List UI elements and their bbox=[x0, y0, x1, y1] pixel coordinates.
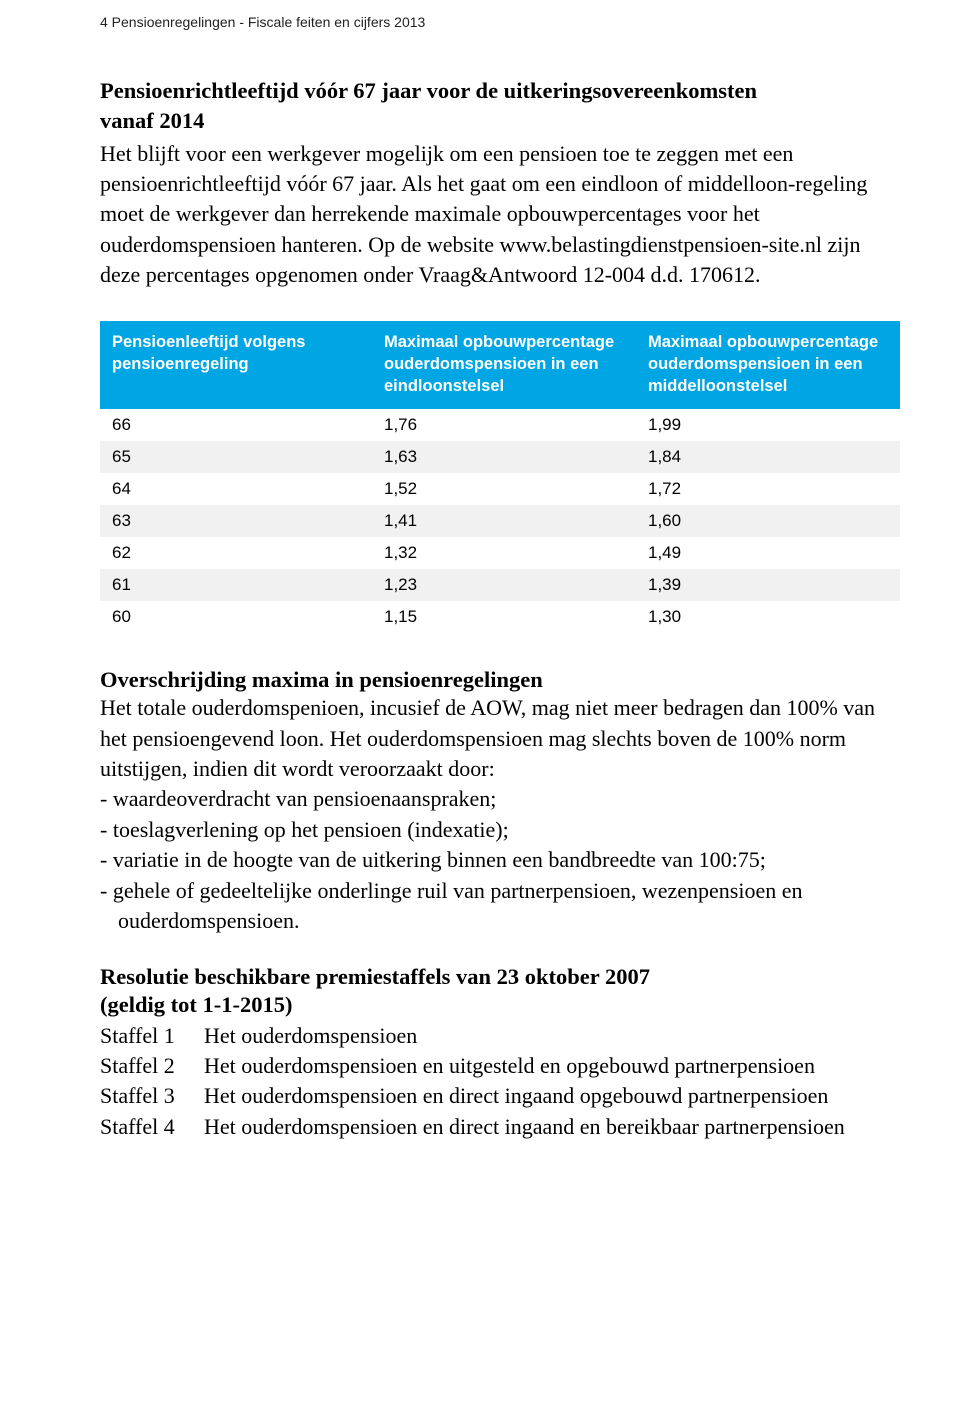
section1-title-line2: vanaf 2014 bbox=[100, 106, 900, 136]
table-cell: 1,39 bbox=[636, 569, 900, 601]
table-cell: 60 bbox=[100, 601, 372, 633]
table-cell: 1,49 bbox=[636, 537, 900, 569]
page: 4 Pensioenregelingen - Fiscale feiten en… bbox=[0, 0, 960, 1182]
table-cell: 64 bbox=[100, 473, 372, 505]
table-cell: 1,30 bbox=[636, 601, 900, 633]
staffel-row: Staffel 4Het ouderdomspensioen en direct… bbox=[100, 1112, 845, 1142]
table-cell: 1,76 bbox=[372, 409, 636, 441]
pension-table-body: 661,761,99651,631,84641,521,72631,411,60… bbox=[100, 409, 900, 633]
staffel-text: Het ouderdomspensioen bbox=[204, 1021, 845, 1051]
table-cell: 1,41 bbox=[372, 505, 636, 537]
table-cell: 66 bbox=[100, 409, 372, 441]
staffel-label: Staffel 1 bbox=[100, 1021, 204, 1051]
list-item: - waardeoverdracht van pensioenaansprake… bbox=[100, 784, 900, 814]
pension-table: Pensioenleeftijd volgens pensioenregelin… bbox=[100, 321, 900, 634]
staffel-label: Staffel 4 bbox=[100, 1112, 204, 1142]
staffel-row: Staffel 2Het ouderdomspensioen en uitges… bbox=[100, 1051, 845, 1081]
table-cell: 1,84 bbox=[636, 441, 900, 473]
table-cell: 1,60 bbox=[636, 505, 900, 537]
table-row: 631,411,60 bbox=[100, 505, 900, 537]
table-cell: 1,32 bbox=[372, 537, 636, 569]
list-item: - gehele of gedeeltelijke onderlinge rui… bbox=[100, 876, 900, 937]
table-cell: 61 bbox=[100, 569, 372, 601]
section3-title-line1: Resolutie beschikbare premiestaffels van… bbox=[100, 964, 900, 990]
table-cell: 1,23 bbox=[372, 569, 636, 601]
table-row: 661,761,99 bbox=[100, 409, 900, 441]
section1-paragraph: Het blijft voor een werkgever mogelijk o… bbox=[100, 139, 900, 291]
table-row: 641,521,72 bbox=[100, 473, 900, 505]
table-row: 651,631,84 bbox=[100, 441, 900, 473]
staffel-row: Staffel 3Het ouderdomspensioen en direct… bbox=[100, 1081, 845, 1111]
staffel-text: Het ouderdomspensioen en uitgesteld en o… bbox=[204, 1051, 845, 1081]
table-cell: 65 bbox=[100, 441, 372, 473]
staffel-table: Staffel 1Het ouderdomspensioenStaffel 2H… bbox=[100, 1021, 845, 1142]
staffel-text: Het ouderdomspensioen en direct ingaand … bbox=[204, 1081, 845, 1111]
table-cell: 1,63 bbox=[372, 441, 636, 473]
staffel-row: Staffel 1Het ouderdomspensioen bbox=[100, 1021, 845, 1051]
list-item: - toeslagverlening op het pensioen (inde… bbox=[100, 815, 900, 845]
table-cell: 1,15 bbox=[372, 601, 636, 633]
table-header-row: Pensioenleeftijd volgens pensioenregelin… bbox=[100, 321, 900, 410]
table-row: 621,321,49 bbox=[100, 537, 900, 569]
table-cell: 63 bbox=[100, 505, 372, 537]
section2-list: - waardeoverdracht van pensioenaansprake… bbox=[100, 784, 900, 936]
section3-title-line2: (geldig tot 1-1-2015) bbox=[100, 990, 900, 1020]
list-item: - variatie in de hoogte van de uitkering… bbox=[100, 845, 900, 875]
table-cell: 62 bbox=[100, 537, 372, 569]
table-row: 611,231,39 bbox=[100, 569, 900, 601]
table-header-cell: Pensioenleeftijd volgens pensioenregelin… bbox=[100, 321, 372, 410]
table-row: 601,151,30 bbox=[100, 601, 900, 633]
staffel-text: Het ouderdomspensioen en direct ingaand … bbox=[204, 1112, 845, 1142]
table-cell: 1,72 bbox=[636, 473, 900, 505]
staffel-label: Staffel 2 bbox=[100, 1051, 204, 1081]
section2-title: Overschrijding maxima in pensioenregelin… bbox=[100, 667, 900, 693]
staffel-label: Staffel 3 bbox=[100, 1081, 204, 1111]
table-cell: 1,99 bbox=[636, 409, 900, 441]
running-header: 4 Pensioenregelingen - Fiscale feiten en… bbox=[100, 0, 900, 76]
table-cell: 1,52 bbox=[372, 473, 636, 505]
table-header-cell: Maximaal opbouwpercentage ouderdomspensi… bbox=[372, 321, 636, 410]
section1-title-line1: Pensioenrichtleeftijd vóór 67 jaar voor … bbox=[100, 76, 900, 106]
section2-paragraph: Het totale ouderdomspenioen, incusief de… bbox=[100, 693, 900, 784]
table-header-cell: Maximaal opbouwpercentage ouderdomspensi… bbox=[636, 321, 900, 410]
